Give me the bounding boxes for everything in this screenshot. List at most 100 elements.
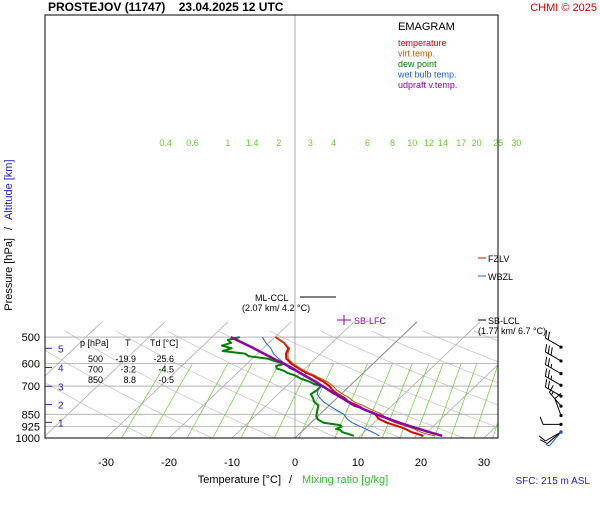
- wind-barb-flag: [551, 391, 554, 396]
- wind-barb-flag: [554, 392, 562, 399]
- grid-layer: [45, 15, 600, 452]
- mixing-ratio-label: 4: [331, 138, 336, 148]
- table-cell: 8.8: [123, 375, 136, 385]
- dry-adiabat: [473, 330, 498, 342]
- series-dew-point: [221, 336, 355, 437]
- wind-barb-station: [559, 359, 563, 363]
- x-tick-label: 0: [292, 457, 298, 469]
- x-tick-label: 10: [352, 457, 364, 469]
- altitude-tick-label: 2: [58, 401, 64, 412]
- wind-barb-flag: [544, 379, 548, 388]
- mixing-ratio-label: 20: [472, 138, 482, 148]
- wind-barb-shaft: [545, 375, 562, 386]
- y-axis-label-2: Altitude [km]: [3, 159, 15, 220]
- isotherm: [105, 321, 229, 438]
- wind-barb-flag: [547, 331, 550, 340]
- wind-barb-flag: [544, 343, 548, 353]
- x-axis-label-2: Mixing ratio [g/kg]: [302, 474, 388, 486]
- fzlv-label: FZLV: [488, 254, 509, 264]
- wind-barb-flag: [547, 358, 550, 367]
- mixing-ratio-line: [298, 363, 334, 438]
- wind-barb: [538, 430, 563, 442]
- isotherm: [45, 321, 166, 437]
- legend-item-virt-temp: virt.temp.: [398, 49, 435, 59]
- pressure-tick-label: 700: [22, 381, 40, 393]
- table-header: Td [°C]: [150, 338, 178, 348]
- wind-barb: [544, 343, 563, 363]
- mixing-ratio-line: [381, 363, 413, 438]
- y-axis-label: Pressure [hPa]: [3, 238, 15, 311]
- wind-barb-flag: [550, 347, 553, 356]
- pressure-tick-label: 600: [22, 359, 40, 371]
- pressure-tick-label: 925: [22, 422, 40, 434]
- wbzl-label: WBZL: [488, 272, 513, 282]
- wind-barb-flag: [550, 363, 553, 368]
- table-cell: 700: [88, 365, 103, 375]
- annotation-layer: ML-CCL(2.07 km/ 4.2 °C) SB-LFC SB-LCL(1.77…: [242, 254, 546, 336]
- x-tick-label: -30: [98, 457, 114, 469]
- wind-barb-flag: [544, 330, 548, 339]
- mixing-ratio-label: 17: [456, 138, 466, 148]
- wind-barb-shaft: [545, 364, 562, 375]
- wind-barb-station: [559, 394, 563, 398]
- axis-layer: 0.4 0.6 1 1.4 2 3 4 6 8 10 12 14 17 20 25 30-30 -20 -10 0 1…: [16, 138, 522, 469]
- dry-adiabat: [525, 331, 600, 445]
- data-table: p [hPa] T Td [°C] 500 -19.9 -25.6 700 -3.2 -4.5 8…: [80, 338, 178, 385]
- wind-barb-shaft: [546, 431, 562, 444]
- altitude-tick-label: 3: [58, 382, 64, 393]
- sb-lfc-label: SB-LFC: [354, 316, 387, 326]
- wind-barb: [544, 379, 563, 398]
- dry-adiabat: [45, 382, 151, 438]
- x-axis-separator: /: [289, 474, 293, 486]
- mixing-ratio-line: [149, 363, 193, 438]
- mixing-ratio-label: 12: [424, 138, 434, 148]
- plot-frame: [44, 14, 499, 439]
- mixing-ratio-line: [414, 363, 444, 438]
- altitude-tick-label: 5: [58, 344, 64, 355]
- wind-barb-station: [559, 404, 563, 408]
- table-header: p [hPa]: [80, 338, 109, 348]
- isotherm: [420, 364, 498, 438]
- wind-barb-flag: [548, 385, 554, 393]
- mixing-ratio-label: 25: [493, 138, 503, 148]
- wind-barb: [544, 356, 563, 376]
- wind-barbs: [538, 330, 563, 447]
- wind-barb-station: [559, 383, 563, 387]
- mixing-ratio-layer: [121, 363, 498, 438]
- wind-barb-flag: [547, 380, 550, 389]
- mixing-ratio-label: 1.4: [246, 138, 259, 148]
- mixing-ratio-label: 0.4: [159, 138, 172, 148]
- wind-barb-flag: [550, 375, 553, 380]
- wind-barb-flag: [547, 345, 550, 354]
- x-tick-label: -20: [161, 457, 177, 469]
- wind-barb-station: [559, 372, 563, 376]
- wind-barb-flag: [538, 435, 546, 442]
- x-tick-label: 30: [478, 457, 490, 469]
- wind-barb: [544, 368, 563, 387]
- wind-barb-station: [559, 430, 563, 434]
- mixing-ratio-line: [450, 363, 478, 438]
- table-cell: -25.6: [153, 354, 174, 364]
- isotherm: [231, 321, 355, 438]
- isotherm: [168, 321, 292, 438]
- table-cell: -0.5: [158, 375, 174, 385]
- mixing-ratio-label: 30: [511, 138, 521, 148]
- mixing-ratio-label: 3: [308, 138, 313, 148]
- wind-barb-shaft: [545, 351, 562, 362]
- mixing-ratio-line: [121, 363, 166, 438]
- wind-barb-flag: [547, 369, 550, 378]
- isotherm: [532, 322, 600, 452]
- wind-barb-shaft: [549, 431, 562, 447]
- mixing-ratio-label: 14: [438, 138, 448, 148]
- ml-ccl-label: ML-CCL: [255, 293, 289, 303]
- ml-ccl-sublabel: (2.07 km/ 4.2 °C): [242, 303, 310, 313]
- table-cell: 850: [88, 375, 103, 385]
- series-layer: [221, 335, 443, 438]
- dry-adiabat: [65, 330, 277, 438]
- wind-barb-flag: [544, 356, 548, 365]
- dry-adiabat: [371, 330, 498, 384]
- table-cell: -3.2: [120, 365, 136, 375]
